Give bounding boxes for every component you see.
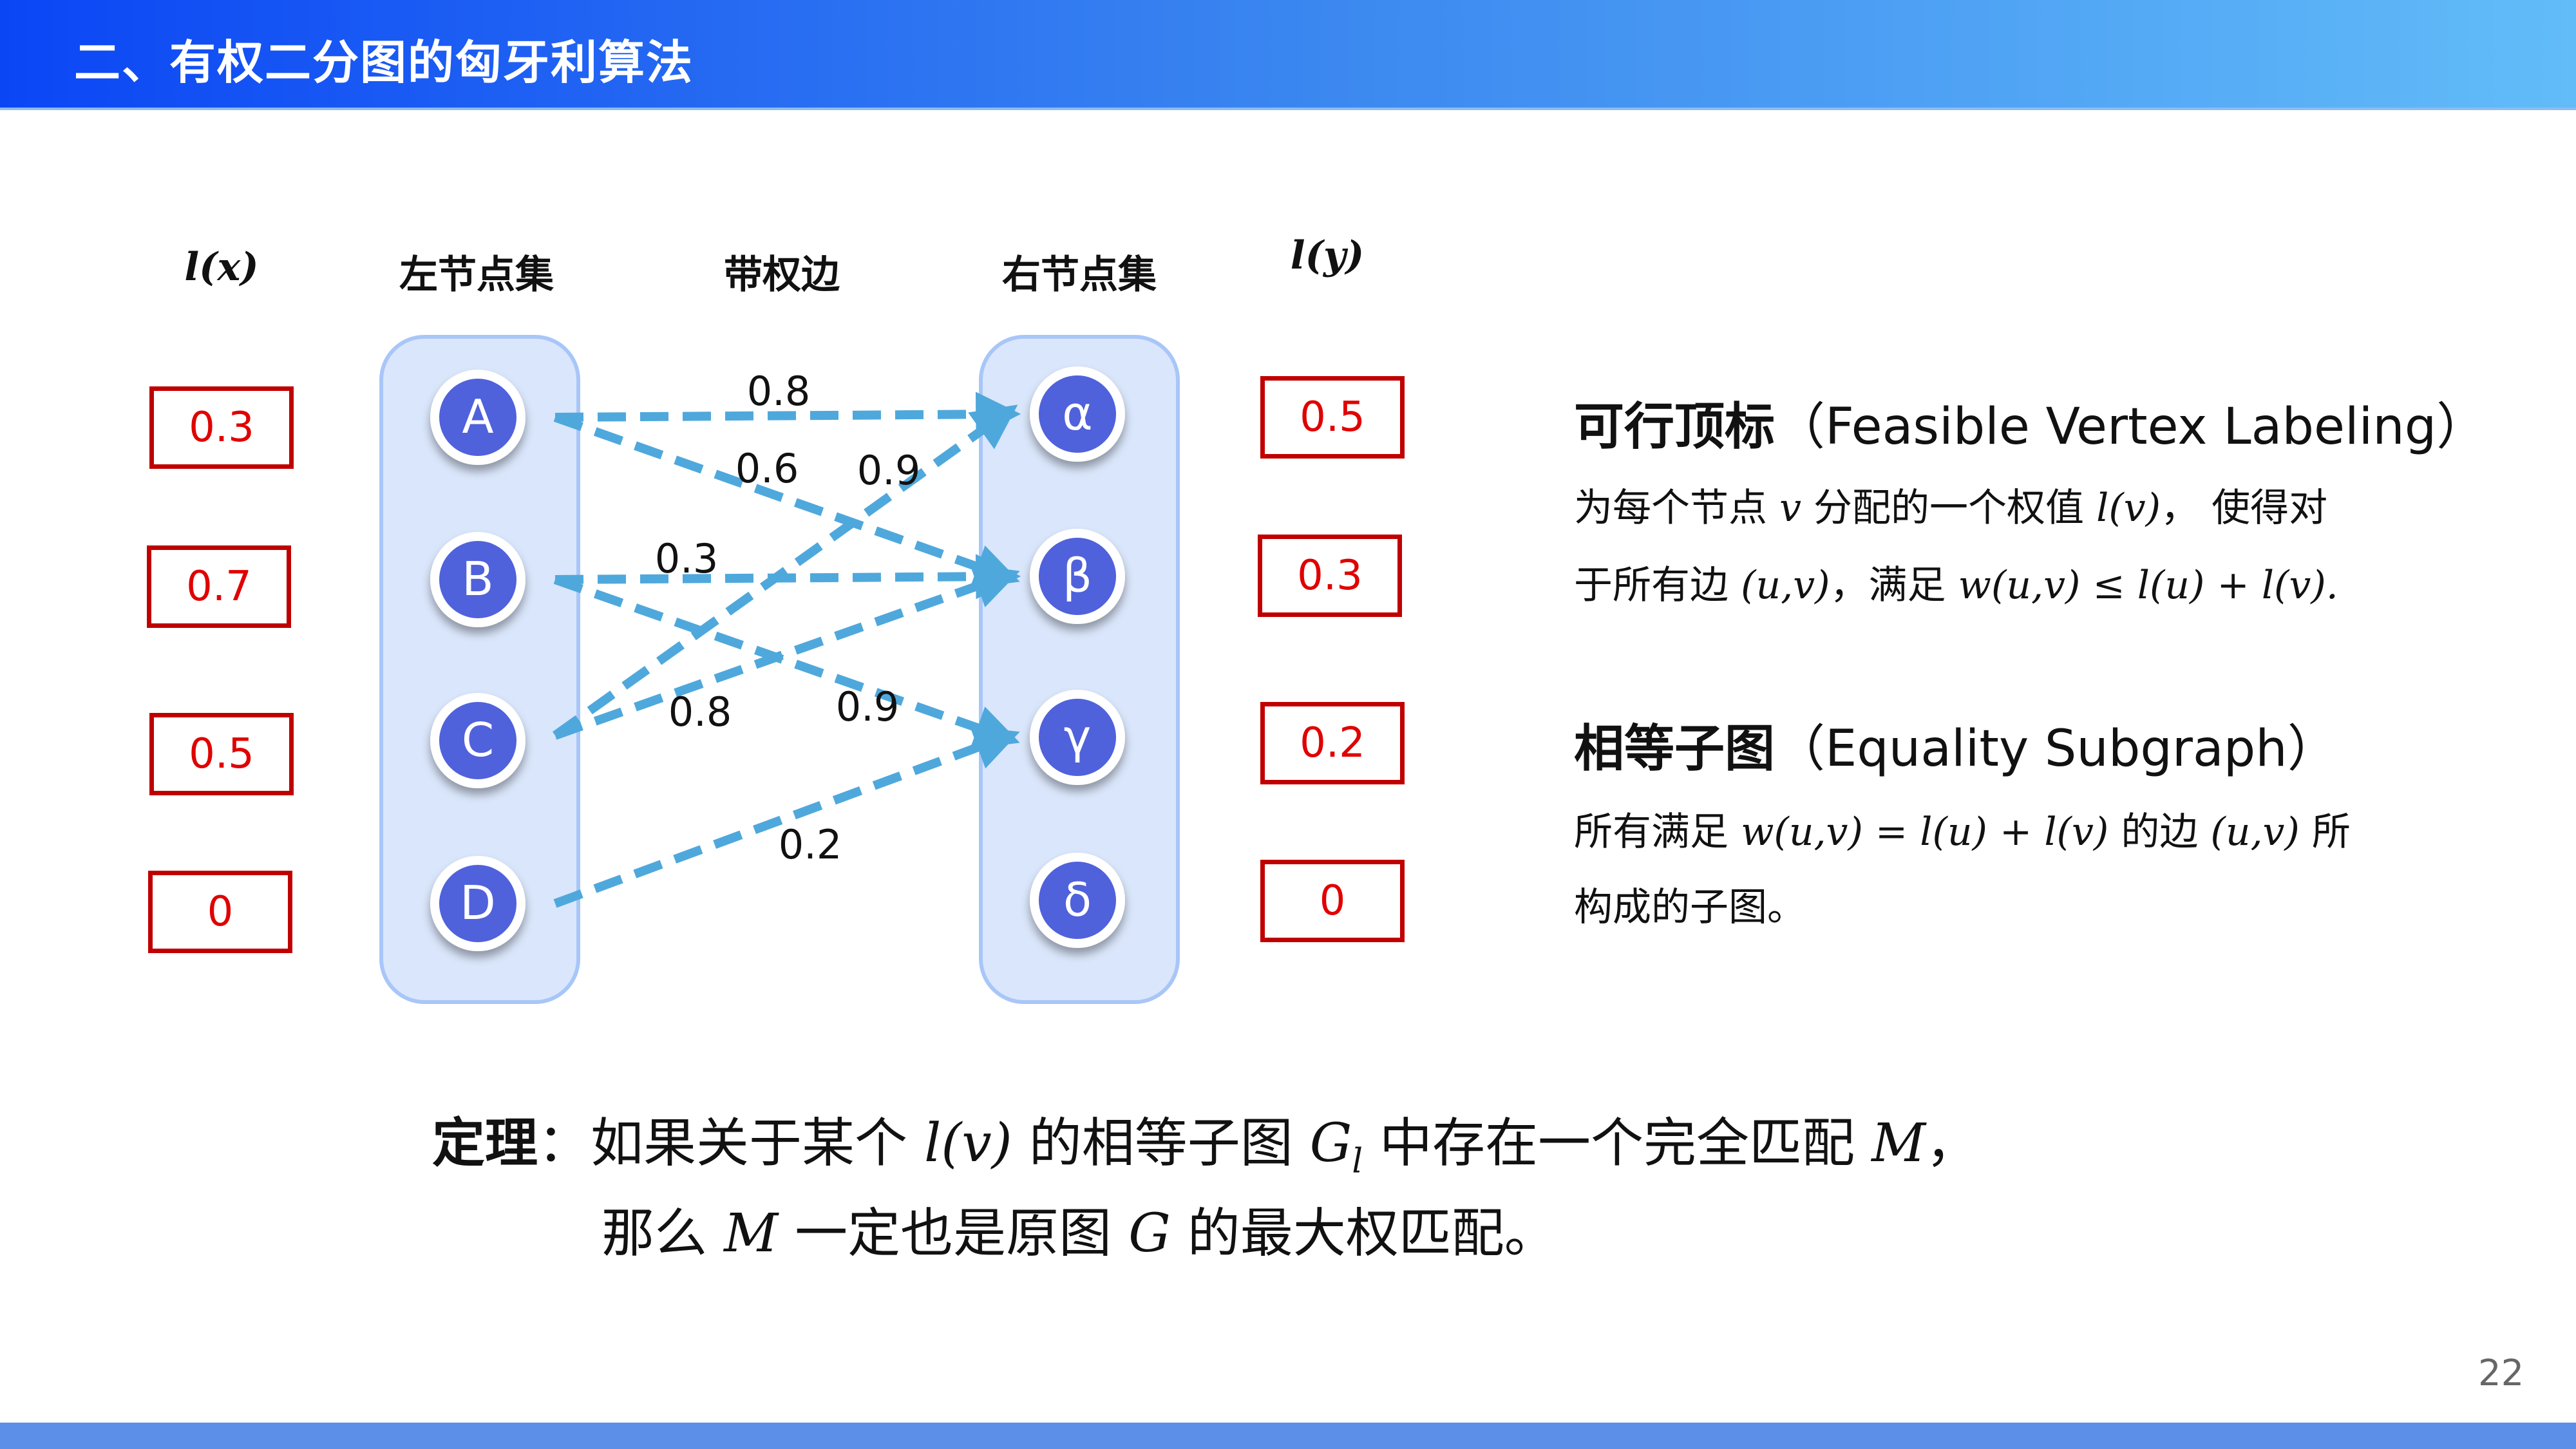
right-node-3: δ [1030, 853, 1125, 948]
theorem-line1: 定理：如果关于某个 l(v) 的相等子图 Gl 中存在一个完全匹配 M， [432, 1113, 1979, 1181]
lx-column-header: l(x) [184, 245, 259, 290]
feasible-labeling-heading: 可行顶标（Feasible Vertex Labeling） [1574, 398, 2487, 456]
edge-weight-label: 0.2 [779, 821, 842, 868]
header-bar: 二、有权二分图的匈牙利算法 [0, 0, 2576, 110]
svg-text:δ: δ [1063, 873, 1092, 927]
left-node-C: C [430, 693, 526, 788]
edge-A-β [553, 413, 1020, 589]
svg-text:β: β [1063, 549, 1092, 603]
right-node-1: β [1030, 529, 1125, 624]
edge-D-γ [553, 726, 1020, 908]
equality-desc-line2: 构成的子图。 [1574, 885, 1806, 930]
lx-value-box: 0.3 [149, 386, 294, 469]
equality-subgraph-heading: 相等子图（Equality Subgraph） [1574, 720, 2338, 778]
edge-weight-label: 0.3 [655, 535, 719, 582]
svg-text:D: D [460, 876, 495, 930]
edge-B-γ [553, 575, 1020, 750]
left-node-A: A [430, 370, 526, 465]
left-node-B: B [430, 532, 526, 627]
lx-value-box: 0.7 [147, 545, 291, 628]
svg-text:B: B [462, 552, 493, 606]
ly-value-box: 0.2 [1260, 702, 1405, 784]
feasible-desc-line1: 为每个节点 v 分配的一个权值 l(v)， 使得对 [1574, 486, 2328, 531]
edge-A-α [554, 392, 1021, 437]
ly-value-box: 0.3 [1258, 535, 1402, 617]
right-node-0: α [1030, 366, 1125, 462]
feasible-desc-line2: 于所有边 (u,v)，满足 w(u,v) ≤ l(u) + l(v). [1574, 563, 2338, 608]
left-set-header: 左节点集 [399, 252, 554, 298]
edge-weight-label: 0.8 [747, 368, 811, 415]
left-node-D: D [430, 856, 526, 951]
right-set-header: 右节点集 [1002, 252, 1157, 298]
equality-desc-line1: 所有满足 w(u,v) = l(u) + l(v) 的边 (u,v) 所 [1574, 810, 2351, 855]
svg-text:A: A [462, 390, 493, 444]
slide-title: 二、有权二分图的匈牙利算法 [74, 35, 694, 90]
svg-text:C: C [462, 713, 494, 767]
page-number: 22 [2478, 1352, 2524, 1394]
svg-text:γ: γ [1064, 710, 1092, 764]
svg-text:α: α [1062, 386, 1092, 440]
edges-header: 带权边 [724, 252, 840, 298]
lx-value-box: 0.5 [149, 713, 294, 795]
edge-weight-label: 0.9 [836, 683, 900, 730]
right-node-2: γ [1030, 690, 1125, 785]
lx-value-box: 0 [148, 871, 292, 953]
edge-B-β [554, 554, 1021, 600]
ly-column-header: l(y) [1290, 233, 1365, 278]
ly-value-box: 0 [1260, 860, 1405, 942]
theorem-line2: 那么 M 一定也是原图 G 的最大权匹配。 [601, 1203, 1557, 1264]
edge-weight-label: 0.8 [668, 688, 732, 735]
edge-weight-label: 0.6 [735, 445, 799, 492]
edge-weight-label: 0.9 [857, 447, 921, 494]
ly-value-box: 0.5 [1260, 376, 1405, 459]
footer-bar [0, 1423, 2576, 1449]
